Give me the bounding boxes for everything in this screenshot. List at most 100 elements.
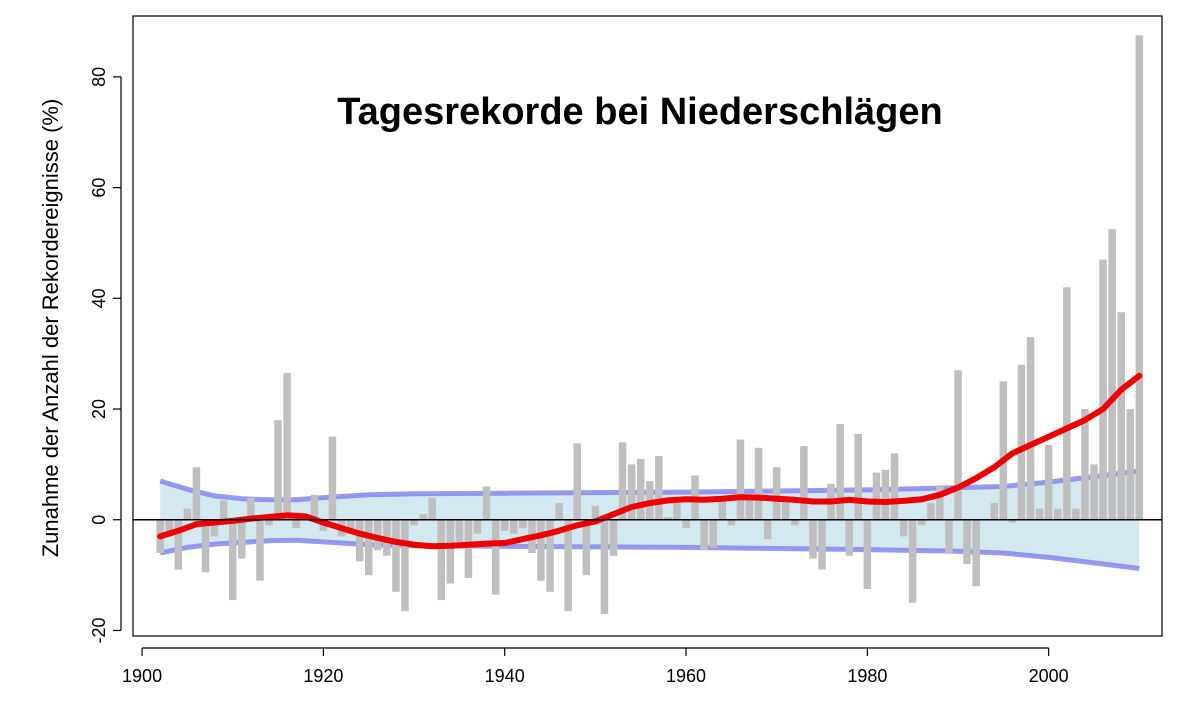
bar-2003	[1072, 508, 1080, 520]
bar-1952	[609, 519, 618, 556]
bar-1938	[482, 486, 491, 520]
bar-1990	[954, 370, 962, 520]
bar-1942	[519, 519, 527, 529]
bar-1923	[346, 519, 355, 531]
plot-frame	[132, 15, 1163, 637]
bar-1951	[600, 519, 609, 614]
bar-1992	[972, 519, 980, 587]
bar-1945	[546, 519, 554, 592]
bar-1907	[201, 519, 210, 573]
bar-1928	[392, 519, 400, 592]
bar-1959	[673, 503, 681, 520]
x-tick-label-1980: 1980	[847, 666, 887, 686]
bar-2001	[1054, 508, 1062, 520]
y-tick-label-20: 20	[89, 399, 109, 419]
bar-1932	[428, 497, 436, 520]
bar-2006	[1099, 259, 1107, 520]
bar-1986	[918, 519, 926, 526]
bar-2007	[1108, 229, 1116, 520]
bar-1968	[754, 447, 763, 520]
y-tick-label-60: 60	[89, 178, 109, 198]
bar-1974	[809, 519, 817, 559]
bar-1955	[637, 458, 645, 520]
bar-1934	[446, 519, 455, 584]
bar-1917	[292, 519, 300, 529]
bar-1941	[510, 519, 518, 534]
bar-1949	[582, 519, 591, 576]
bar-1924	[355, 519, 364, 562]
bar-1970	[772, 467, 781, 520]
bar-1977	[836, 424, 844, 520]
y-tick-label-0: 0	[89, 515, 109, 525]
bar-1954	[627, 464, 636, 520]
bar-1950	[591, 505, 600, 520]
bar-1991	[963, 519, 971, 565]
bar-1975	[818, 519, 826, 570]
bar-1958	[664, 517, 672, 520]
bar-1939	[491, 519, 500, 595]
bar-1935	[455, 519, 464, 542]
y-axis-title: Zunahme der Anzahl der Rekordereignisse …	[38, 99, 63, 558]
bar-1905	[183, 508, 192, 520]
bar-1999	[1035, 508, 1044, 520]
bar-1919	[310, 494, 319, 520]
bar-1936	[464, 519, 473, 578]
bar-1962	[700, 519, 708, 551]
bar-1944	[537, 519, 545, 581]
bar-1948	[573, 443, 581, 520]
bar-2002	[1063, 287, 1071, 520]
bar-1906	[192, 467, 201, 520]
trend-line	[157, 372, 1143, 550]
trend-curve	[157, 372, 1143, 550]
bar-2004	[1081, 409, 1089, 520]
x-tick-label-1920: 1920	[303, 666, 343, 686]
bar-1997	[1017, 364, 1026, 520]
bars	[156, 35, 1144, 614]
bar-1909	[219, 500, 228, 520]
y-tick-label-80: 80	[89, 67, 109, 87]
bar-1957	[655, 456, 663, 520]
bar-1967	[745, 497, 754, 520]
bar-1963	[709, 519, 717, 548]
bar-1985	[908, 519, 917, 603]
y-tick-label-40: 40	[89, 288, 109, 308]
y-tick-label--20: -20	[89, 617, 109, 643]
bar-1930	[410, 519, 418, 526]
bar-1911	[238, 519, 246, 559]
bar-1983	[890, 453, 899, 520]
bar-1915	[274, 420, 282, 520]
bar-1989	[945, 519, 953, 553]
bar-1908	[210, 519, 219, 537]
bar-1971	[782, 500, 790, 520]
bar-1984	[899, 519, 908, 537]
bar-1947	[564, 519, 572, 612]
bar-1996	[1008, 519, 1017, 523]
bar-1960	[682, 519, 690, 529]
bar-1980	[863, 519, 872, 589]
bar-1965	[727, 519, 736, 526]
bar-1979	[854, 433, 862, 520]
bar-1973	[800, 446, 808, 520]
bar-1966	[736, 439, 745, 520]
bar-2000	[1044, 445, 1053, 520]
bar-1933	[437, 519, 445, 601]
chart-title: Tagesrekorde bei Niederschlägen	[337, 91, 942, 133]
bar-1921	[328, 436, 337, 520]
bar-2009	[1126, 409, 1134, 520]
bar-1931	[419, 514, 427, 520]
bar-1914	[265, 519, 273, 526]
bar-1937	[473, 519, 482, 534]
bar-1904	[174, 519, 183, 570]
x-tick-label-1940: 1940	[485, 666, 525, 686]
bar-1995	[999, 381, 1008, 520]
bar-1969	[763, 519, 772, 540]
bar-1903	[165, 519, 173, 537]
bar-1913	[256, 519, 264, 581]
bar-1982	[881, 469, 890, 520]
bar-1972	[791, 519, 799, 526]
bar-1994	[990, 503, 998, 520]
bar-2010	[1135, 35, 1144, 520]
bar-1940	[501, 519, 509, 531]
